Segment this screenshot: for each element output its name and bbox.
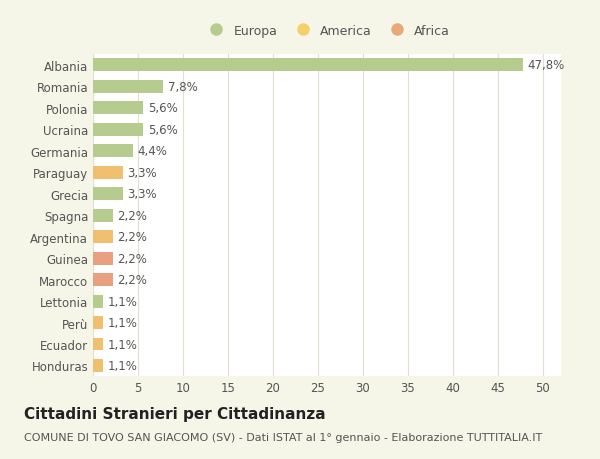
- Text: 7,8%: 7,8%: [168, 81, 197, 94]
- Text: 47,8%: 47,8%: [528, 59, 565, 72]
- Bar: [93, 188, 123, 201]
- Text: 5,6%: 5,6%: [148, 102, 178, 115]
- Bar: [93, 102, 143, 115]
- Bar: [93, 295, 103, 308]
- Text: 1,1%: 1,1%: [107, 316, 137, 329]
- Text: 2,2%: 2,2%: [118, 252, 147, 265]
- Text: Cittadini Stranieri per Cittadinanza: Cittadini Stranieri per Cittadinanza: [24, 406, 326, 421]
- Text: 5,6%: 5,6%: [148, 123, 178, 136]
- Bar: [93, 123, 143, 136]
- Bar: [93, 316, 103, 329]
- Text: 2,2%: 2,2%: [118, 231, 147, 244]
- Text: 3,3%: 3,3%: [127, 188, 157, 201]
- Bar: [93, 209, 113, 222]
- Text: 1,1%: 1,1%: [107, 295, 137, 308]
- Bar: [93, 59, 523, 72]
- Text: 2,2%: 2,2%: [118, 274, 147, 286]
- Bar: [93, 274, 113, 286]
- Bar: [93, 81, 163, 94]
- Bar: [93, 338, 103, 351]
- Bar: [93, 231, 113, 244]
- Text: 1,1%: 1,1%: [107, 338, 137, 351]
- Bar: [93, 145, 133, 158]
- Text: 1,1%: 1,1%: [107, 359, 137, 372]
- Bar: [93, 252, 113, 265]
- Bar: [93, 359, 103, 372]
- Text: COMUNE DI TOVO SAN GIACOMO (SV) - Dati ISTAT al 1° gennaio - Elaborazione TUTTIT: COMUNE DI TOVO SAN GIACOMO (SV) - Dati I…: [24, 432, 542, 442]
- Bar: [93, 167, 123, 179]
- Text: 4,4%: 4,4%: [137, 145, 167, 158]
- Legend: Europa, America, Africa: Europa, America, Africa: [199, 20, 455, 43]
- Text: 2,2%: 2,2%: [118, 209, 147, 222]
- Text: 3,3%: 3,3%: [127, 167, 157, 179]
